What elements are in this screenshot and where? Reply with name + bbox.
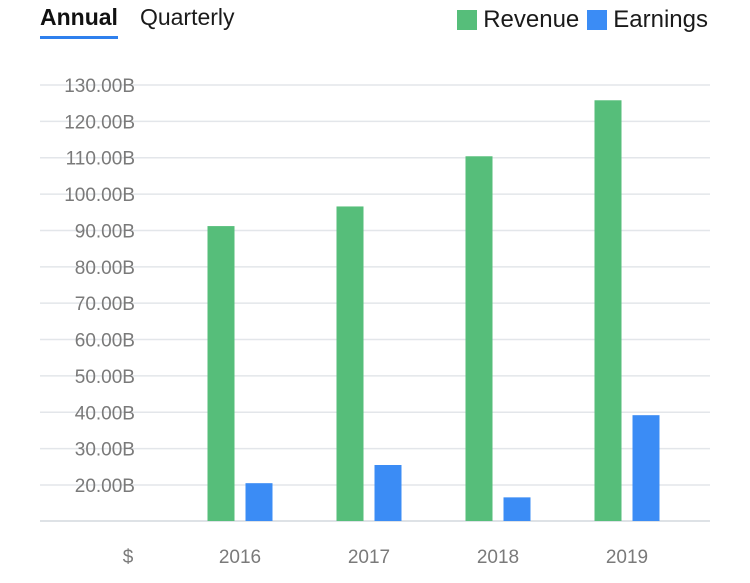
currency-label: $ [123, 547, 134, 568]
y-tick-label: 40.00B [75, 403, 135, 424]
y-tick-label: 100.00B [64, 185, 135, 206]
tab-quarterly[interactable]: Quarterly [139, 4, 235, 30]
y-tick-label: 80.00B [75, 258, 135, 279]
y-tick-label: 110.00B [66, 149, 135, 170]
bar-earnings-2018 [503, 497, 531, 521]
y-tick-label: 70.00B [75, 294, 135, 315]
bar-revenue-2018 [465, 156, 493, 522]
y-tick-label: 130.00B [64, 76, 135, 97]
x-tick-label: 2017 [348, 547, 390, 568]
chart-legend: Revenue Earnings [457, 6, 708, 34]
earnings-swatch [587, 10, 608, 30]
x-tick-label: 2016 [219, 547, 261, 568]
x-tick-label: 2019 [606, 547, 648, 568]
period-tabs: Annual Quarterly [40, 4, 235, 39]
bar-earnings-2017 [374, 465, 402, 521]
legend-item-earnings[interactable]: Earnings [587, 6, 708, 34]
bar-revenue-2017 [336, 206, 364, 522]
y-tick-label: 90.00B [75, 221, 135, 242]
legend-label-revenue: Revenue [483, 6, 580, 33]
bar-earnings-2019 [632, 415, 660, 521]
y-tick-label: 120.00B [64, 112, 135, 133]
y-tick-label: 60.00B [75, 331, 135, 352]
y-tick-label: 50.00B [75, 367, 135, 388]
y-tick-label: 20.00B [75, 476, 135, 497]
y-tick-label: 30.00B [75, 440, 135, 461]
bar-revenue-2016 [207, 226, 235, 521]
bar-revenue-2019 [594, 100, 622, 521]
legend-item-revenue[interactable]: Revenue [457, 6, 579, 34]
bar-earnings-2016 [245, 483, 273, 521]
x-tick-label: 2018 [477, 547, 519, 568]
legend-label-earnings: Earnings [613, 6, 708, 33]
revenue-swatch [457, 10, 478, 30]
tab-annual[interactable]: Annual [40, 4, 118, 39]
